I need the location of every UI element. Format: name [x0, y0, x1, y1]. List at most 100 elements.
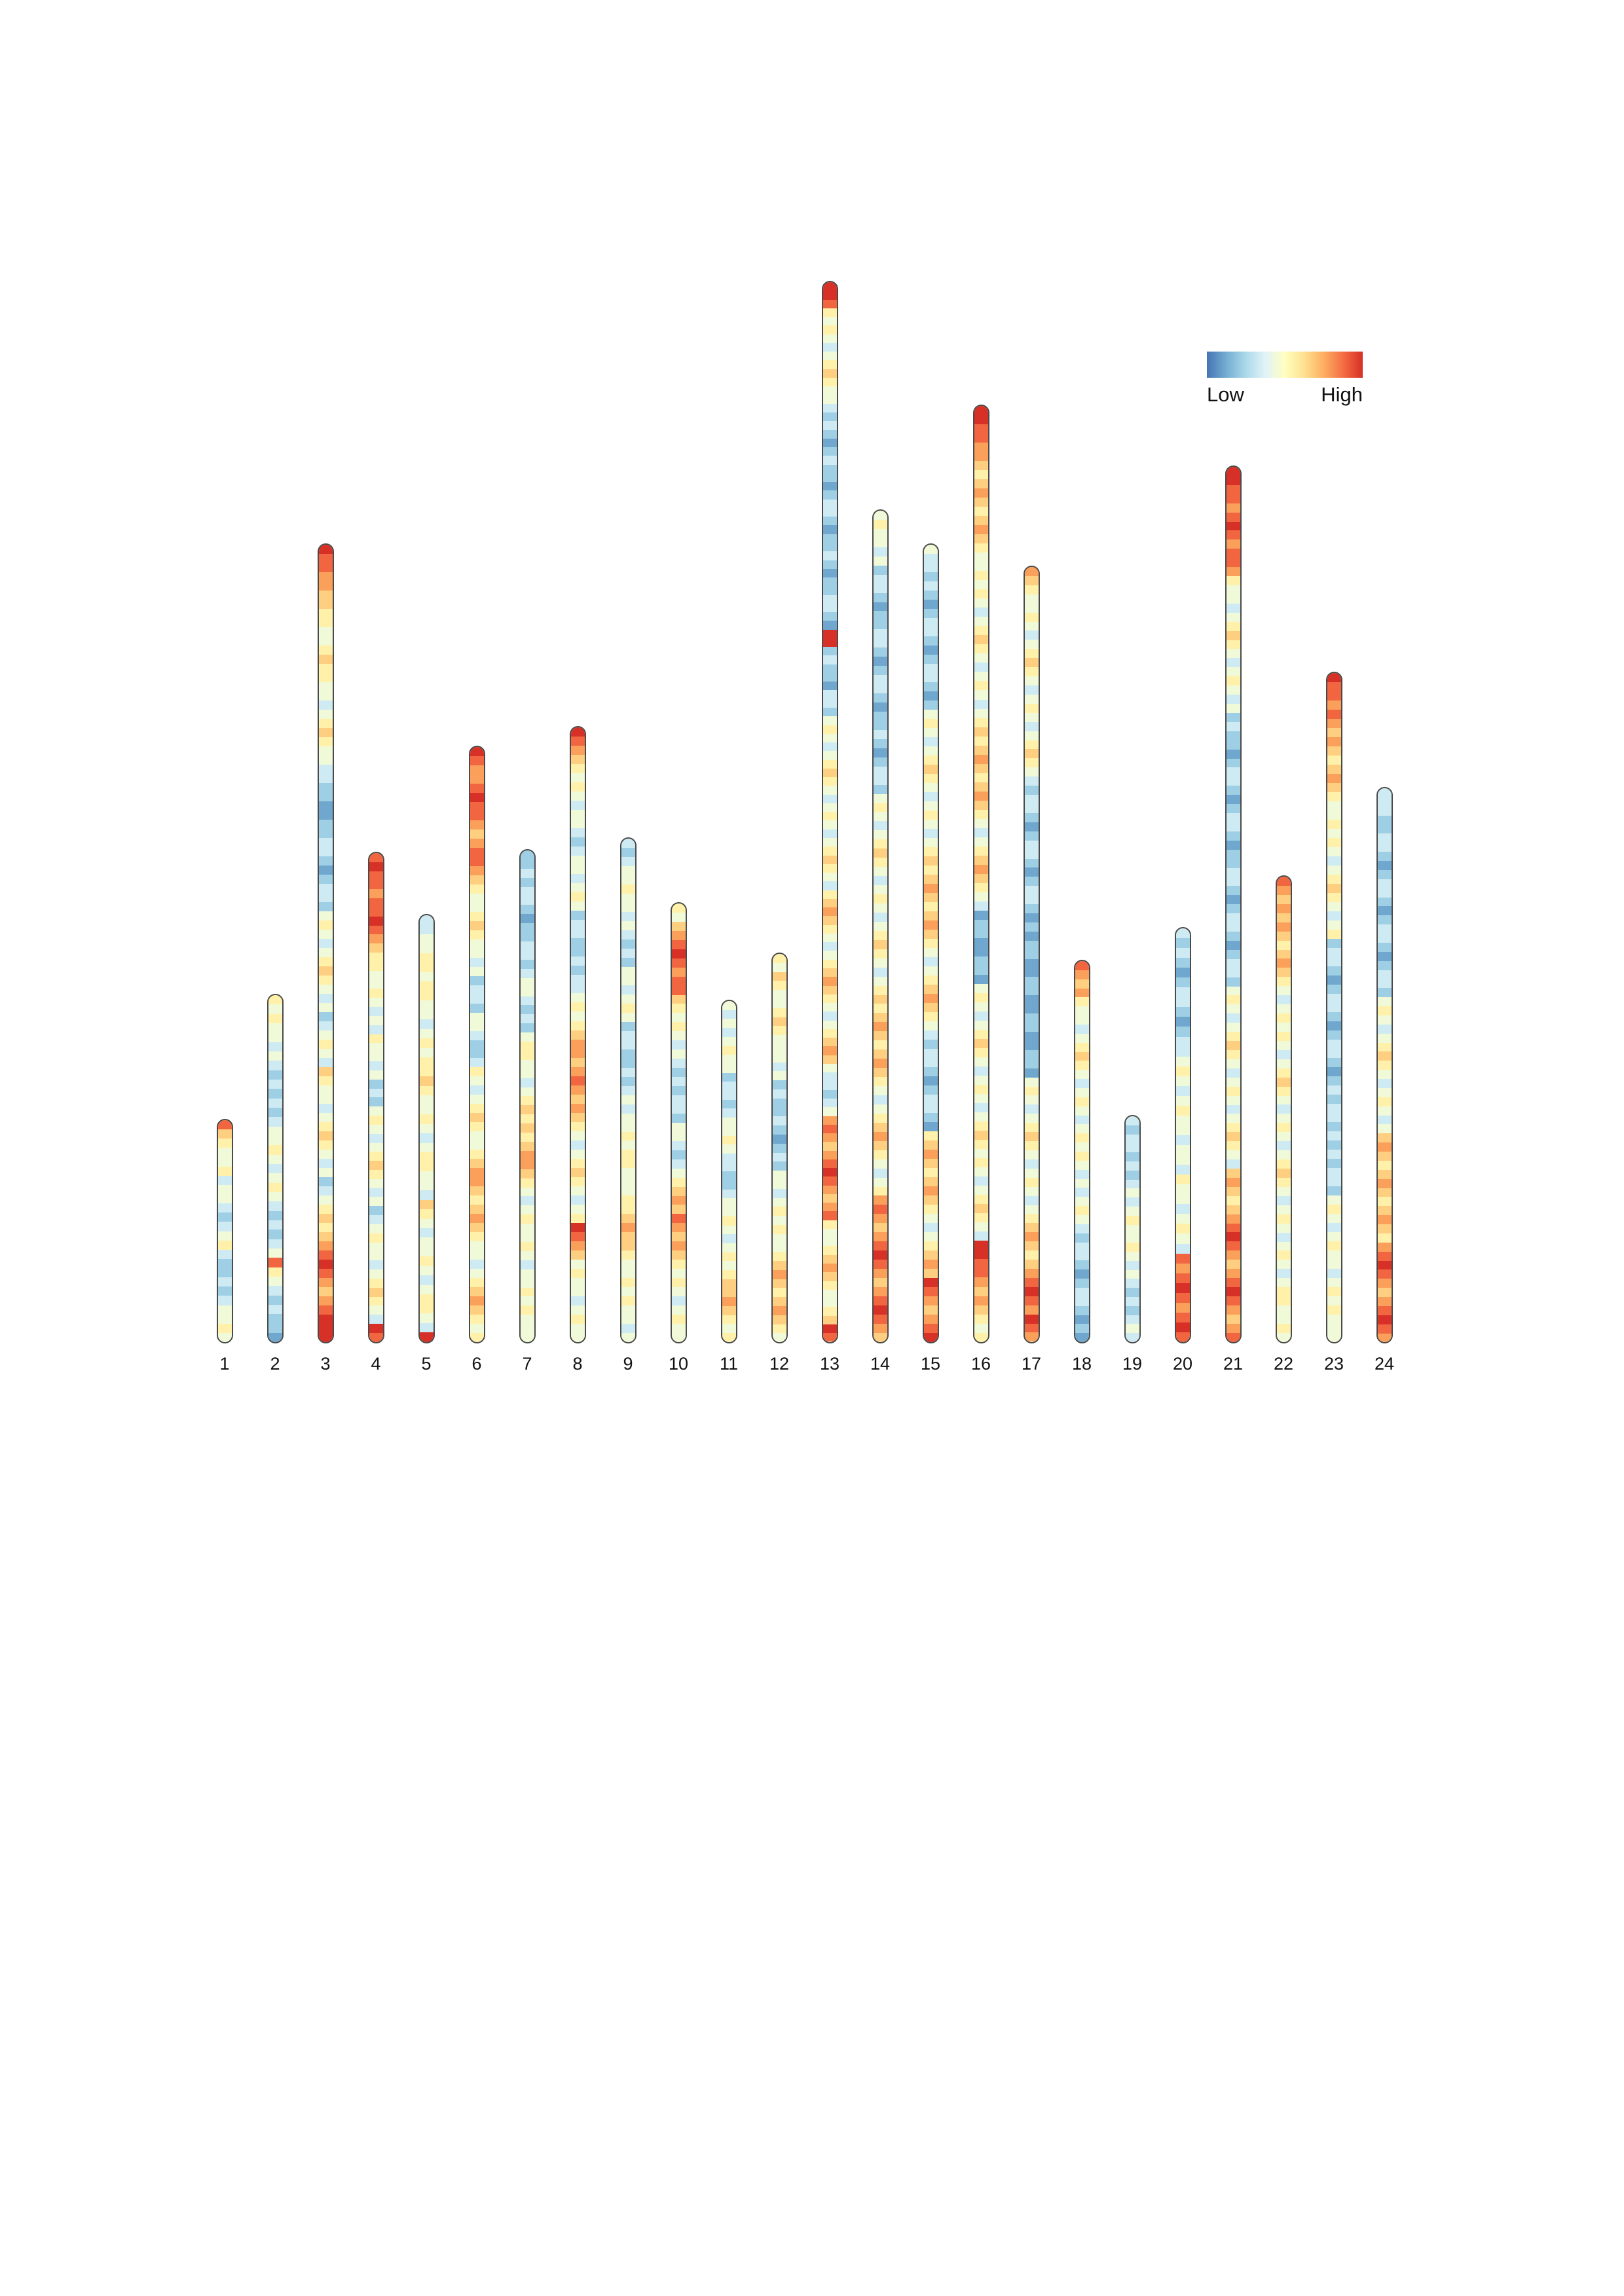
density-band: [420, 991, 434, 1001]
density-band: [823, 369, 837, 378]
density-band: [1227, 758, 1240, 768]
density-band: [218, 1184, 232, 1194]
density-band: [1227, 1214, 1240, 1224]
density-band: [1378, 1079, 1392, 1088]
density-band: [924, 581, 938, 591]
density-band: [823, 1272, 837, 1281]
density-band: [672, 1269, 686, 1279]
density-band: [874, 1013, 887, 1023]
density-band: [1327, 783, 1341, 792]
density-band: [521, 1150, 534, 1160]
density-band: [621, 1250, 635, 1260]
density-band: [1126, 1260, 1139, 1270]
density-band: [924, 792, 938, 801]
density-band: [874, 1314, 887, 1324]
density-band: [1277, 1223, 1291, 1233]
density-band: [1378, 1152, 1392, 1161]
density-band: [924, 1324, 938, 1333]
density-band: [974, 516, 988, 526]
density-band: [571, 1259, 585, 1269]
density-band: [1378, 1224, 1392, 1233]
density-band: [571, 874, 585, 884]
density-band: [1176, 1027, 1190, 1037]
density-band: [1327, 985, 1341, 994]
density-band: [1277, 894, 1291, 904]
density-band: [874, 821, 887, 831]
density-band: [874, 1323, 887, 1333]
chromosome-bar: [1074, 960, 1090, 1343]
density-band: [1227, 776, 1240, 786]
density-band: [319, 847, 333, 856]
chromosome-bar: [1225, 465, 1242, 1343]
density-band: [521, 1023, 534, 1033]
density-band: [1378, 1024, 1392, 1034]
density-band: [571, 1103, 585, 1113]
density-band: [369, 907, 383, 917]
density-band: [521, 1205, 534, 1215]
density-band: [974, 1186, 988, 1195]
density-band: [874, 839, 887, 849]
density-band: [874, 1232, 887, 1242]
density-band: [974, 919, 988, 929]
density-band: [621, 1223, 635, 1233]
density-band: [1327, 1067, 1341, 1076]
density-band: [420, 1180, 434, 1191]
density-band: [1075, 1269, 1089, 1279]
chromosome-label: 22: [1273, 1354, 1294, 1374]
density-band: [1277, 1031, 1291, 1041]
density-band: [621, 1315, 635, 1324]
density-band: [974, 415, 988, 425]
density-band: [1075, 1051, 1089, 1061]
density-band: [1327, 975, 1341, 985]
density-band: [1378, 915, 1392, 925]
density-band: [722, 1046, 736, 1055]
density-band: [1025, 895, 1039, 905]
density-band: [823, 664, 837, 673]
density-band: [621, 847, 635, 857]
density-band: [1227, 786, 1240, 795]
density-band: [1327, 957, 1341, 966]
density-band: [1378, 806, 1392, 816]
density-band: [621, 1177, 635, 1187]
density-band: [1075, 1160, 1089, 1170]
density-band: [1126, 1188, 1139, 1198]
density-band: [974, 672, 988, 682]
density-band: [1126, 1143, 1139, 1153]
density-band: [1378, 906, 1392, 916]
density-band: [571, 865, 585, 875]
density-band: [823, 352, 837, 361]
density-band: [924, 902, 938, 911]
density-band: [1327, 1140, 1341, 1150]
density-band: [319, 829, 333, 838]
chromosome-label: 3: [320, 1354, 331, 1374]
chromosome-bar: [822, 281, 838, 1343]
density-band: [924, 1315, 938, 1324]
density-band: [874, 720, 887, 730]
density-band: [369, 1287, 383, 1297]
density-band: [319, 1278, 333, 1287]
density-band: [974, 1204, 988, 1214]
density-band: [823, 1107, 837, 1116]
density-band: [1227, 1278, 1240, 1287]
density-band: [521, 1260, 534, 1269]
density-band: [319, 920, 333, 930]
density-band: [1075, 1115, 1089, 1125]
density-band: [974, 507, 988, 517]
density-band: [1378, 1178, 1392, 1188]
density-band: [773, 1171, 786, 1180]
density-band: [874, 1250, 887, 1260]
density-band: [773, 1188, 786, 1198]
density-band: [571, 1039, 585, 1049]
density-band: [1176, 1125, 1190, 1135]
density-band: [571, 1021, 585, 1030]
density-band: [1176, 1056, 1190, 1066]
density-band: [1227, 612, 1240, 622]
density-band: [874, 1332, 887, 1342]
density-band: [722, 1010, 736, 1019]
density-band: [1378, 843, 1392, 852]
density-band: [924, 1122, 938, 1131]
density-band: [218, 1323, 232, 1333]
density-band: [420, 924, 434, 934]
density-band: [1277, 1068, 1291, 1078]
density-band: [369, 1097, 383, 1107]
